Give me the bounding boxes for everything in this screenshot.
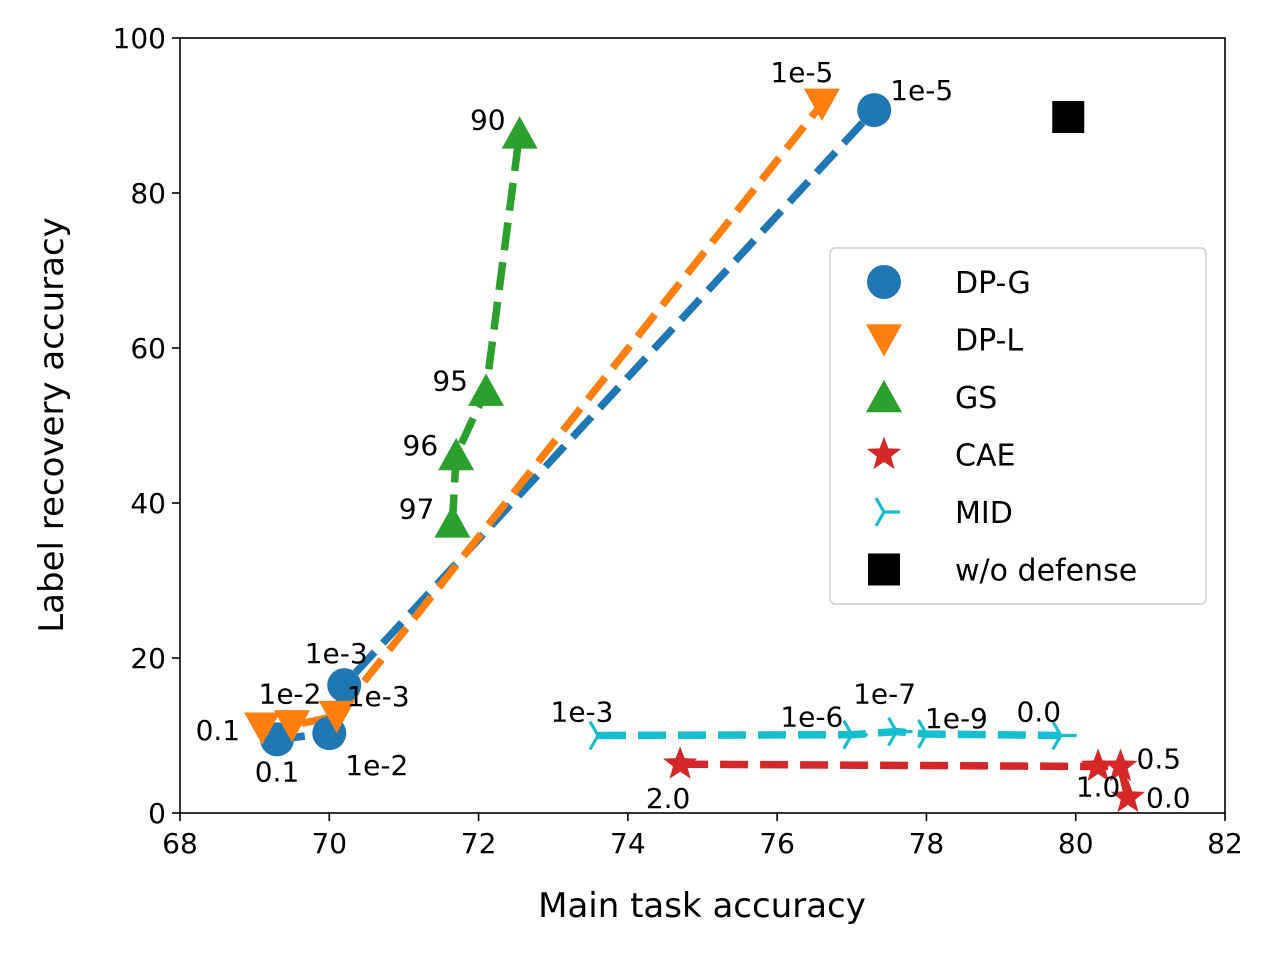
- point-label-gs: 97: [399, 492, 435, 525]
- point-cae: [1110, 779, 1146, 813]
- point-label-mid: 1e-6: [780, 701, 843, 734]
- point-label-dp-g: 1e-5: [890, 74, 953, 107]
- point-label-dp-g: 1e-3: [305, 637, 368, 670]
- legend-label-dp-l: DP-L: [955, 324, 1023, 359]
- series-line-dp-l: [261, 101, 825, 732]
- series-markers: [244, 88, 1146, 813]
- point-label-cae: 0.5: [1137, 743, 1182, 776]
- legend-marker-w-o-defense: [868, 553, 900, 586]
- point-label-dp-g: 0.1: [255, 755, 300, 788]
- x-tick-label: 72: [461, 827, 497, 860]
- y-tick-label: 40: [130, 487, 166, 520]
- legend-label-mid: MID: [955, 496, 1013, 531]
- point-label-dp-l: 1e-5: [770, 56, 833, 89]
- point-labels: 0.1 1e-2 1e-3 1e-5 0.1 1e-2 1e-3 1e-5 97 96 95 90 2.…: [196, 56, 1191, 815]
- point-label-gs: 95: [432, 365, 468, 398]
- legend-label-cae: CAE: [955, 439, 1015, 474]
- point-dp-l: [803, 88, 840, 121]
- point-cae: [1103, 748, 1138, 782]
- x-tick-label: 76: [759, 827, 795, 860]
- point-label-cae: 1.0: [1076, 771, 1121, 804]
- legend-marker-dp-g: [867, 265, 901, 299]
- legend-marker-gs: [866, 379, 902, 413]
- x-axis: 68 70 72 74 76 78 80 82: [162, 813, 1243, 860]
- series-line-gs: [448, 132, 524, 523]
- plot-frame: [179, 37, 1226, 814]
- point-dp-l: [244, 712, 281, 745]
- x-tick-label: 68: [162, 827, 198, 860]
- point-dp-l: [273, 710, 310, 743]
- point-label-dp-l: 0.1: [196, 714, 241, 747]
- legend-box: [829, 247, 1207, 605]
- x-axis-title: Main task accuracy: [538, 886, 866, 926]
- point-gs: [468, 373, 505, 406]
- y-axis: 0 20 40 60 80 100: [113, 22, 180, 830]
- point-mid: [887, 716, 913, 747]
- legend-marker-cae: [866, 436, 902, 470]
- point-label-gs: 90: [470, 103, 506, 136]
- point-label-cae: 0.0: [1146, 782, 1191, 815]
- legend-label-dp-g: DP-G: [955, 266, 1031, 301]
- point-cae: [1081, 748, 1116, 782]
- y-tick-label: 100: [113, 22, 166, 55]
- point-gs: [438, 437, 475, 471]
- legend-label-w-o-defense: w/o defense: [955, 554, 1137, 589]
- point-cae: [663, 746, 698, 779]
- legend: DP-G DP-L GS CAE MID w/o defense: [829, 247, 1207, 605]
- series-line-cae: [680, 760, 1132, 799]
- point-mid: [588, 720, 614, 751]
- legend-label-gs: GS: [955, 381, 997, 416]
- x-tick-label: 78: [909, 827, 945, 860]
- point-label-gs: 96: [403, 429, 439, 462]
- point-dp-g: [327, 668, 362, 703]
- point-label-cae: 2.0: [646, 782, 691, 815]
- point-label-mid: 0.0: [1017, 696, 1062, 729]
- y-tick-label: 60: [130, 332, 166, 365]
- point-label-dp-l: 1e-2: [259, 677, 322, 710]
- legend-marker-mid: [874, 497, 900, 527]
- legend-marker-dp-l: [866, 324, 902, 357]
- x-tick-label: 70: [311, 827, 347, 860]
- point-label-mid: 1e-9: [925, 702, 988, 735]
- point-label-dp-l: 1e-3: [347, 680, 410, 713]
- y-axis-title: Label recovery accuracy: [32, 217, 72, 633]
- x-tick-label: 82: [1207, 827, 1243, 860]
- point-dp-l: [318, 700, 355, 734]
- point-mid: [917, 719, 943, 749]
- point-label-dp-g: 1e-2: [345, 749, 408, 782]
- point-mid: [842, 719, 868, 750]
- point-gs: [501, 116, 538, 149]
- point-mid: [1051, 720, 1077, 751]
- series-line-dp-g: [276, 107, 877, 744]
- point-w-o-defense: [1052, 101, 1085, 134]
- point-label-mid: 1e-3: [551, 696, 614, 729]
- x-tick-label: 74: [610, 827, 646, 860]
- y-tick-label: 80: [130, 177, 166, 210]
- point-label-mid: 1e-7: [853, 678, 916, 711]
- y-tick-label: 0: [148, 797, 166, 830]
- point-gs: [434, 505, 471, 538]
- y-tick-label: 20: [130, 642, 166, 675]
- point-dp-g: [857, 93, 892, 128]
- x-tick-label: 80: [1058, 827, 1094, 860]
